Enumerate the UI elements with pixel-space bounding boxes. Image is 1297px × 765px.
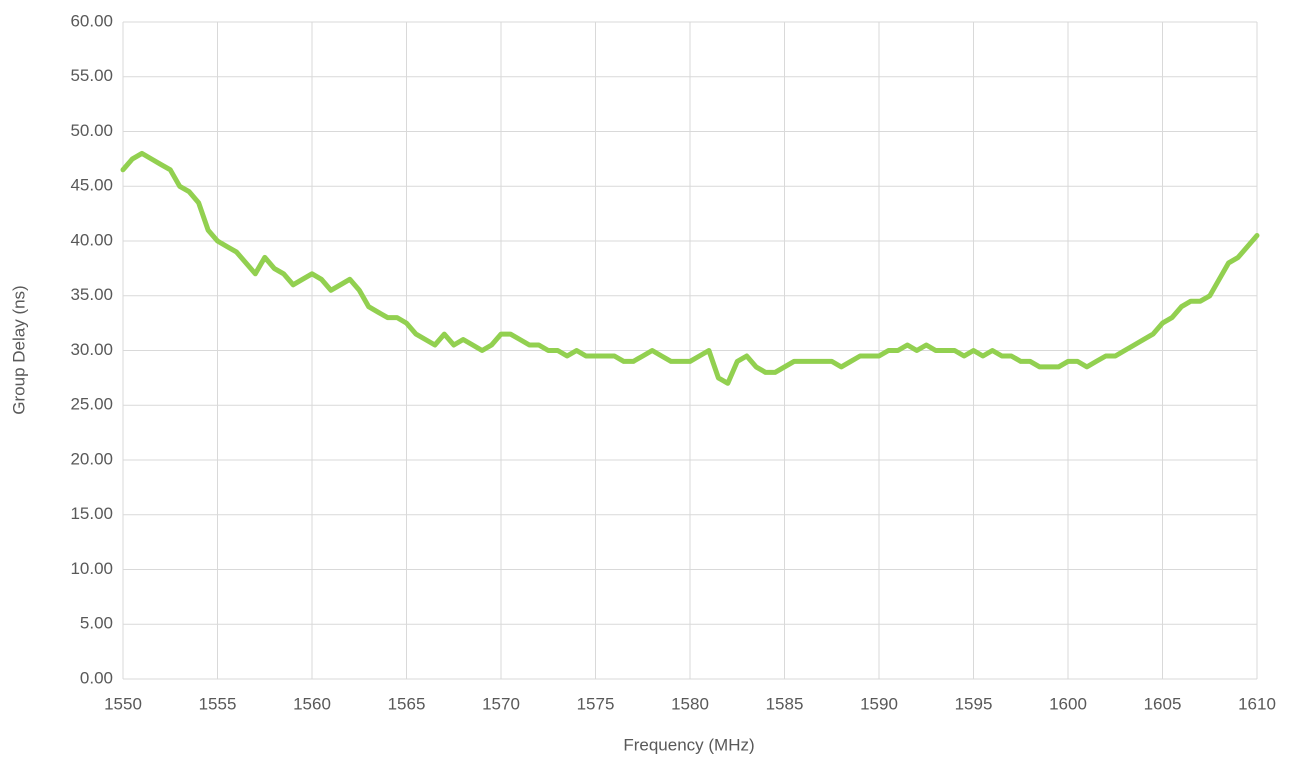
y-tick-label: 15.00 xyxy=(70,504,113,523)
y-tick-label: 30.00 xyxy=(70,340,113,359)
x-tick-label: 1590 xyxy=(860,694,898,713)
x-tick-label: 1580 xyxy=(671,694,709,713)
x-tick-label: 1605 xyxy=(1144,694,1182,713)
x-tick-label: 1595 xyxy=(955,694,993,713)
y-tick-label: 60.00 xyxy=(70,11,113,30)
y-tick-label: 55.00 xyxy=(70,66,113,85)
x-tick-label: 1570 xyxy=(482,694,520,713)
y-tick-label: 25.00 xyxy=(70,395,113,414)
x-axis-title: Frequency (MHz) xyxy=(623,735,754,754)
y-axis-title: Group Delay (ns) xyxy=(9,285,28,414)
x-tick-label: 1600 xyxy=(1049,694,1087,713)
x-tick-label: 1550 xyxy=(104,694,142,713)
x-tick-label: 1610 xyxy=(1238,694,1276,713)
y-tick-label: 35.00 xyxy=(70,285,113,304)
x-tick-label: 1565 xyxy=(388,694,426,713)
y-tick-label: 0.00 xyxy=(80,668,113,687)
x-tick-label: 1585 xyxy=(766,694,804,713)
x-tick-label: 1555 xyxy=(199,694,237,713)
x-tick-label: 1575 xyxy=(577,694,615,713)
y-tick-label: 50.00 xyxy=(70,121,113,140)
y-tick-label: 45.00 xyxy=(70,176,113,195)
data-line xyxy=(120,150,1260,386)
y-tick-label: 10.00 xyxy=(70,559,113,578)
y-tick-label: 40.00 xyxy=(70,230,113,249)
y-tick-label: 20.00 xyxy=(70,449,113,468)
y-tick-label: 5.00 xyxy=(80,614,113,633)
x-tick-label: 1560 xyxy=(293,694,331,713)
